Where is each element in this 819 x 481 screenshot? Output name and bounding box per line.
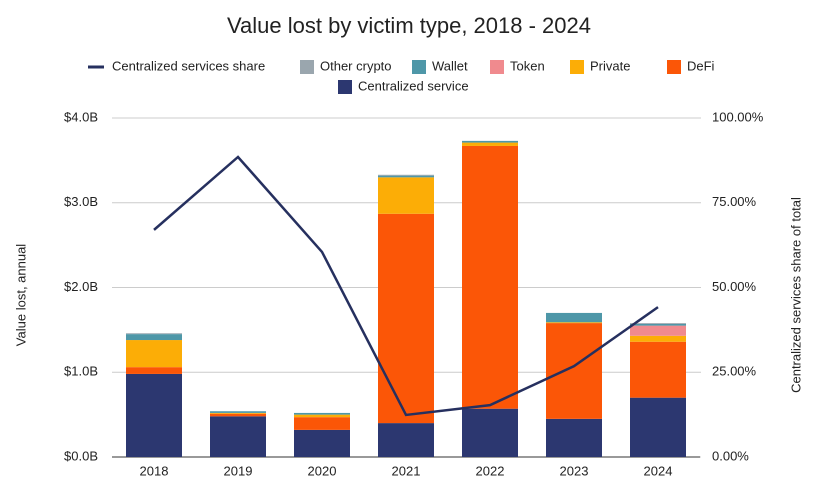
bar-segment	[378, 175, 434, 178]
y2-tick-label: 100.00%	[712, 109, 764, 124]
bar-segment	[630, 341, 686, 398]
legend-swatch	[490, 60, 504, 74]
legend-label: Centralized services share	[112, 58, 265, 73]
x-tick-label: 2019	[224, 463, 253, 478]
y-axis-label: Value lost, annual	[13, 244, 28, 346]
bar-segment	[630, 335, 686, 342]
legend-swatch	[300, 60, 314, 74]
bar-segment	[126, 333, 182, 335]
bar-segment	[378, 423, 434, 457]
legend-swatch	[412, 60, 426, 74]
x-tick-label: 2020	[308, 463, 337, 478]
legend-label: Other crypto	[320, 58, 392, 73]
bar-segment	[630, 323, 686, 326]
y2-axis-label: Centralized services share of total	[788, 197, 803, 393]
bar-segment	[126, 340, 182, 368]
bar-segment	[378, 213, 434, 424]
bar-segment	[126, 334, 182, 341]
legend-label: Token	[510, 58, 545, 73]
bar-segment	[294, 417, 350, 430]
bar-segment	[378, 174, 434, 176]
bar-segment	[630, 325, 686, 336]
y-tick-label: $0.0B	[64, 448, 98, 463]
legend-label: Centralized service	[358, 78, 469, 93]
legend-swatch	[338, 80, 352, 94]
bar-segment	[378, 177, 434, 214]
bar-segment	[210, 416, 266, 457]
bar-segment	[126, 373, 182, 457]
legend-label: Private	[590, 58, 630, 73]
chart-title: Value lost by victim type, 2018 - 2024	[227, 13, 591, 38]
x-tick-label: 2022	[476, 463, 505, 478]
bar-segment	[294, 412, 350, 415]
bar-segment	[462, 145, 518, 409]
x-tick-label: 2021	[392, 463, 421, 478]
bar-segment	[546, 323, 602, 419]
y-tick-label: $2.0B	[64, 279, 98, 294]
bar-segment	[294, 429, 350, 457]
y-tick-label: $3.0B	[64, 194, 98, 209]
x-tick-label: 2023	[560, 463, 589, 478]
line-series	[153, 155, 659, 417]
y-tick-label: $1.0B	[64, 364, 98, 379]
y2-tick-label: 25.00%	[712, 364, 757, 379]
bar-segment	[210, 412, 266, 414]
x-tick-label: 2024	[644, 463, 673, 478]
bar-segment	[630, 397, 686, 457]
bar-segment	[546, 312, 602, 323]
legend-label: Wallet	[432, 58, 468, 73]
bar-segment	[546, 322, 602, 324]
bar-segment	[630, 323, 686, 324]
legend-label: DeFi	[687, 58, 715, 73]
bar-segment	[462, 408, 518, 457]
bar-segment	[210, 413, 266, 417]
x-tick-label: 2018	[140, 463, 169, 478]
legend-swatch	[570, 60, 584, 74]
bar-segment	[210, 411, 266, 413]
bar-segment	[126, 367, 182, 374]
y-tick-label: $4.0B	[64, 109, 98, 124]
bar-segment	[462, 142, 518, 146]
y2-tick-label: 75.00%	[712, 194, 757, 209]
bar-segment	[462, 140, 518, 143]
legend-swatch	[667, 60, 681, 74]
y2-tick-label: 0.00%	[712, 448, 749, 463]
y2-tick-label: 50.00%	[712, 279, 757, 294]
bar-segment	[294, 414, 350, 418]
bar-segment	[546, 418, 602, 457]
